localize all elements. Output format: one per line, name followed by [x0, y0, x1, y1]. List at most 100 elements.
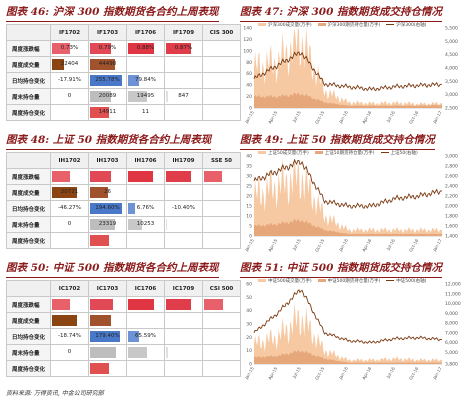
table-row: 周度持仓变化 [6, 360, 241, 377]
table-row: 周度涨跌幅 [6, 168, 241, 185]
x-tick-label: Jan-15 [243, 238, 255, 253]
data-bar [128, 43, 155, 54]
y-left-tick-label: 25 [246, 184, 252, 190]
legend-item: 沪深300成交量(万手) [258, 23, 312, 28]
table-row: 周度涨跌幅 [6, 296, 241, 313]
x-tick-label: Oct-16 [408, 366, 420, 381]
table-cell [88, 232, 127, 249]
y-right-tick-label: 8,000 [445, 321, 458, 327]
table-cell [126, 232, 165, 249]
table-cell [88, 296, 127, 313]
data-bar [128, 171, 153, 182]
x-tick-label: Jan-16 [337, 110, 349, 125]
cell-value: -10.40% [172, 205, 195, 211]
legend-swatch [386, 24, 395, 25]
data-bar [128, 299, 155, 310]
table-cell: 0.87% [164, 40, 203, 57]
table-cell [50, 360, 89, 377]
data-bar [90, 187, 108, 198]
x-tick-label: Jul-16 [385, 366, 396, 380]
table-cell: -46.27% [50, 200, 89, 217]
legend-label: 沪深300期货持仓量(万手) [327, 23, 381, 28]
row-label: 周末持仓量 [6, 88, 51, 105]
cell-value: 11 [142, 109, 149, 115]
x-tick-label: Oct-16 [408, 110, 420, 125]
cell-value: 19495 [136, 93, 155, 99]
x-tick-label: Apr-16 [361, 110, 372, 125]
legend-label: 中证500成交量(万手) [268, 279, 312, 284]
y-left-tick-label: 50 [246, 295, 252, 301]
x-tick-label: Jan-16 [337, 366, 349, 381]
table-cell: 14911 [88, 104, 127, 121]
table-row: 周度成交量 20721 26 [6, 184, 241, 201]
table-cell [164, 72, 203, 89]
table-row: 周度成交量 [6, 312, 241, 329]
chart-svg: 0 5 10 15 20 25 30 35 40 1,400 1,600 1,800 2,000 2,20… [243, 154, 458, 253]
table-cell [164, 104, 203, 121]
series-open-interest-area [254, 350, 442, 364]
chart-legend: 中证500成交量(万手) 中证500期货持仓量(万手) 中证500(右轴) [258, 278, 432, 284]
table-cell [88, 360, 127, 377]
data-bar [204, 299, 224, 310]
chart-area: 0 10 20 30 40 50 60 3,800 5,000 6,000 7,000 8,000 9,… [240, 278, 470, 384]
table-cell: 65.59% [126, 328, 165, 345]
table-cell [164, 360, 203, 377]
row-label: 周度持仓变化 [6, 360, 51, 377]
data-bar [166, 91, 168, 102]
table-cell: -17.91% [50, 72, 89, 89]
y-left-tick-label: 40 [246, 83, 252, 89]
chart-svg: 0 20 40 60 80 100 120 140 2,500 3,000 3,500 4,000 4,… [243, 26, 458, 125]
y-right-tick-label: 7,000 [445, 330, 458, 336]
data-bar [128, 363, 129, 374]
cell-value: 194.60% [95, 205, 120, 211]
y-right-tick-label: 4,000 [445, 66, 458, 72]
chart-area: 0 20 40 60 80 100 120 140 2,500 3,000 3,500 4,000 4,… [240, 22, 470, 128]
table-cell: 0 [50, 88, 89, 105]
table-header-cell [6, 280, 51, 297]
table-cell [50, 104, 89, 121]
x-tick-label: Jul-16 [385, 238, 396, 252]
legend-item: 中证500(右轴) [386, 279, 426, 284]
table-cell [126, 360, 165, 377]
legend-label: 上证50(右轴) [390, 151, 418, 156]
legend-swatch [314, 151, 323, 154]
cell-value: 65.59% [135, 333, 156, 339]
cell-value: -17.91% [58, 77, 81, 83]
table-cell [202, 216, 241, 233]
y-left-tick-label: 0 [249, 234, 252, 240]
table-cell [164, 216, 203, 233]
source-footnote: 资料来源: 万得资讯, 中金公司研究部 [6, 390, 104, 397]
legend-swatch [317, 23, 326, 26]
y-left-tick-label: 5 [249, 224, 252, 230]
table-header-cell: CSI 500 [202, 280, 241, 297]
table-header-cell: IF1706 [126, 24, 165, 41]
table-cell [126, 184, 165, 201]
table-panel-3: 图表 50: 中证 500 指数期货各合约上周表现 IC1702 IC1703 IC… [6, 260, 241, 384]
y-left-tick-label: 30 [246, 322, 252, 328]
stats-table: IF1702 IF1703 IF1706 IF1709 CIS 300 周度涨跌幅 0.73… [6, 24, 241, 121]
y-left-tick-label: 60 [246, 282, 252, 288]
y-left-tick-label: 30 [246, 174, 252, 180]
row-label: 周度成交量 [6, 56, 51, 73]
data-bar [166, 299, 191, 310]
table-header-cell: IF1709 [164, 24, 203, 41]
table-panel-1: 图表 46: 沪深 300 指数期货各合约上周表现 IF1702 IF1703 IF… [6, 4, 241, 128]
stats-table: IH1702 IH1703 IH1706 IH1709 SSE 50 周度涨跌幅 周度成交量… [6, 152, 241, 249]
series-volume-area [254, 302, 442, 364]
data-bar [204, 171, 222, 182]
x-tick-label: Jan-17 [431, 366, 443, 381]
data-bar [128, 219, 142, 230]
y-right-tick-label: 1,400 [445, 234, 458, 240]
table-header-cell: IH1703 [88, 152, 127, 169]
data-bar [166, 347, 168, 358]
data-bar [90, 107, 110, 118]
table-cell: 6.76% [126, 200, 165, 217]
y-left-tick-label: 20 [246, 94, 252, 100]
x-tick-label: Oct-16 [408, 238, 420, 253]
x-tick-label: Jul-15 [291, 238, 302, 252]
legend-swatch [258, 279, 266, 282]
data-bar [90, 235, 110, 246]
data-bar [90, 347, 117, 358]
table-cell [164, 184, 203, 201]
x-tick-label: Oct-15 [314, 110, 326, 125]
